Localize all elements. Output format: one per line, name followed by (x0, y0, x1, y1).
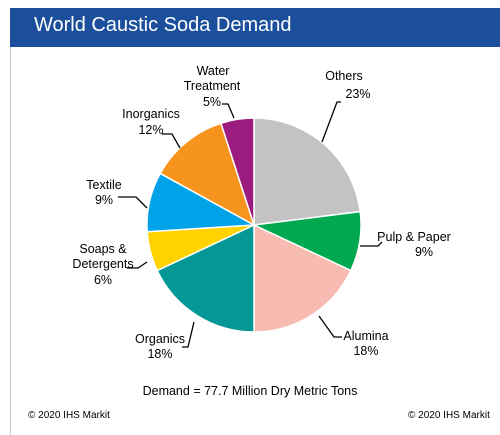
pie-slice-organics (156, 223, 255, 333)
copyright-left: © 2020 IHS Markit (28, 410, 110, 421)
slice-label-soaps: Soaps & (79, 242, 127, 256)
pie-slice-water (219, 117, 255, 226)
slice-label-others: Others (325, 69, 363, 83)
leader-line-inorg (162, 133, 181, 149)
leader-line-water (222, 103, 235, 119)
leader-line-textile (118, 196, 148, 209)
pie-slice-alumina (253, 223, 352, 333)
leader-line-pulp (360, 241, 383, 247)
slice-value-others: 23% (345, 87, 370, 101)
slice-value-soaps: 6% (94, 273, 112, 287)
leader-line-organics (182, 321, 195, 348)
slice-label-water: Water (197, 64, 230, 78)
slice-value-inorg: 12% (138, 123, 163, 137)
copyright-right: © 2020 IHS Markit (408, 410, 490, 421)
leader-line-soaps (127, 261, 148, 269)
slice-label-soaps: Detergents (72, 257, 133, 271)
pie-slice-others (253, 117, 361, 226)
slice-label-water: Treatment (184, 79, 241, 93)
slice-value-pulp: 9% (415, 245, 433, 259)
slice-label-alumina: Alumina (343, 329, 388, 343)
pie-slice-inorg (159, 122, 256, 227)
slice-label-textile: Textile (86, 178, 121, 192)
chart-title: World Caustic Soda Demand (34, 14, 292, 36)
demand-annotation: Demand = 77.7 Million Dry Metric Tons (142, 384, 358, 398)
slice-label-inorg: Inorganics (122, 107, 180, 121)
slice-value-alumina: 18% (353, 344, 378, 358)
leader-line-alumina (318, 315, 342, 338)
title-bar (10, 8, 500, 47)
slice-value-textile: 9% (95, 193, 113, 207)
slice-value-water: 5% (203, 95, 221, 109)
slice-label-organics: Organics (135, 332, 185, 346)
leader-line-others (321, 101, 341, 143)
slice-value-organics: 18% (147, 347, 172, 361)
slice-label-pulp: Pulp & Paper (377, 230, 451, 244)
